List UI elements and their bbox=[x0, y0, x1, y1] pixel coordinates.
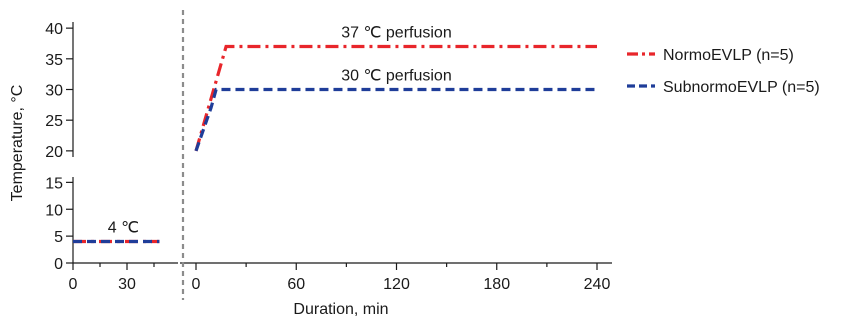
x-axis-title: Duration, min bbox=[293, 301, 388, 318]
x-tick-label: 60 bbox=[287, 276, 305, 293]
annotation-label: 30 ℃ perfusion bbox=[341, 68, 451, 85]
y-axis-title: Temperature, °C bbox=[9, 85, 26, 202]
axes: 0 5 10 15 20 25 30 35 40 0 30 0 60 120 180 240 bbox=[45, 10, 612, 300]
annotation-label: 4 ℃ bbox=[108, 220, 139, 237]
x-tick-label: 30 bbox=[118, 276, 136, 293]
y-tick-label: 10 bbox=[45, 202, 63, 219]
series-lines bbox=[73, 44, 597, 244]
y-tick-label: 15 bbox=[45, 175, 63, 192]
y-tick-label: 20 bbox=[45, 144, 63, 161]
x-tick-label: 240 bbox=[584, 276, 611, 293]
series-0-perfusion-line bbox=[194, 44, 597, 152]
y-tick-label: 5 bbox=[54, 229, 63, 246]
y-tick-label: 35 bbox=[45, 52, 63, 69]
y-tick-label: 30 bbox=[45, 83, 63, 100]
legend-label: NormoEVLP (n=5) bbox=[663, 47, 794, 64]
x-tick-label: 0 bbox=[192, 276, 201, 293]
y-tick-label: 40 bbox=[45, 21, 63, 38]
x-tick-label: 0 bbox=[69, 276, 78, 293]
x-tick-label: 180 bbox=[483, 276, 510, 293]
series-1-perfusion-line bbox=[194, 87, 597, 152]
y-tick-label: 0 bbox=[54, 256, 63, 273]
legend: NormoEVLP (n=5) SubnormoEVLP (n=5) bbox=[627, 47, 820, 96]
annotation-label: 37 ℃ perfusion bbox=[341, 25, 451, 42]
annotations: 4 ℃ 30 ℃ perfusion 37 ℃ perfusion bbox=[108, 25, 452, 237]
y-tick-label: 25 bbox=[45, 113, 63, 130]
legend-label: SubnormoEVLP (n=5) bbox=[663, 79, 820, 96]
x-tick-label: 120 bbox=[383, 276, 410, 293]
